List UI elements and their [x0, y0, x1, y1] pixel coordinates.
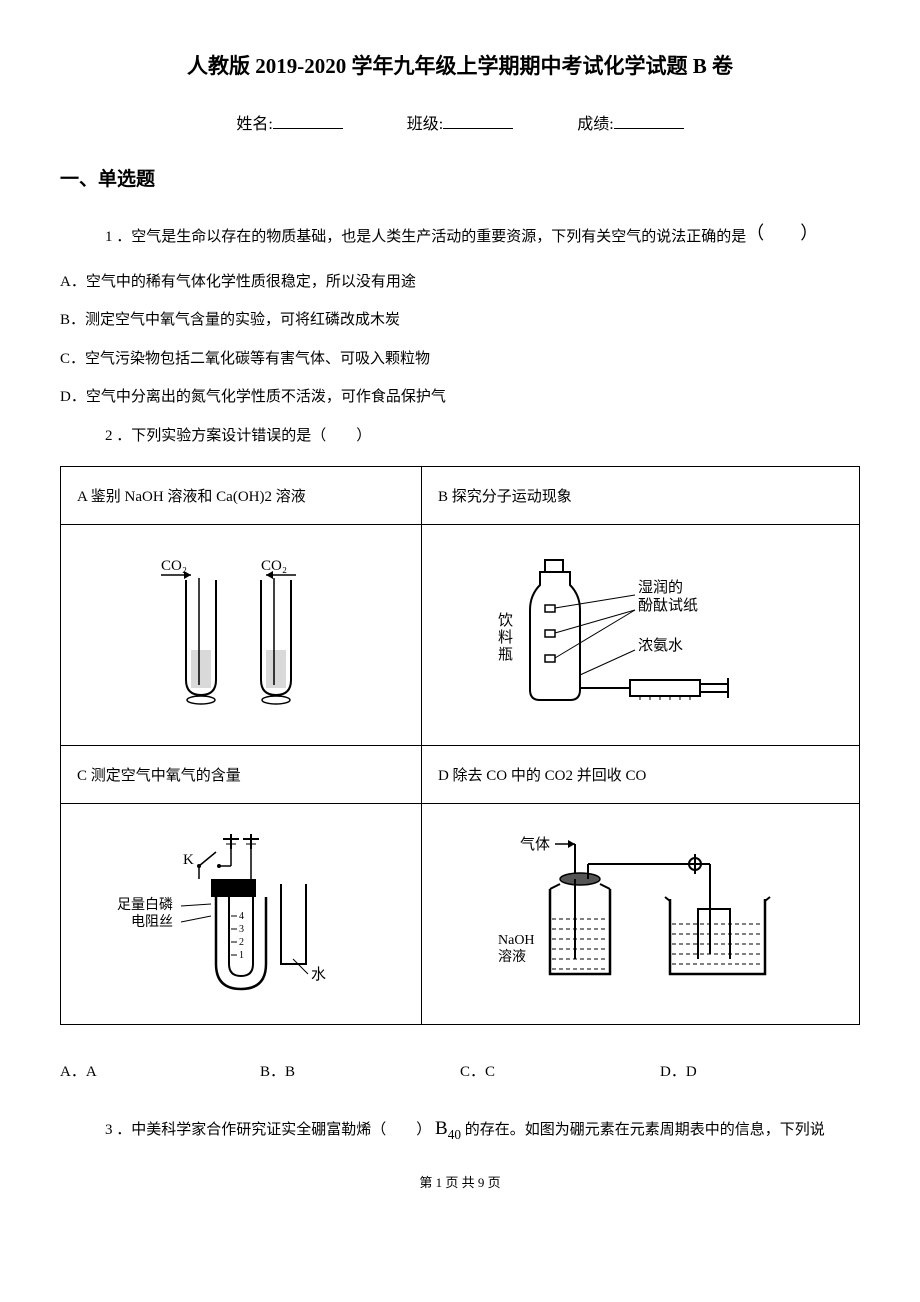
co2-label-left: CO₂ [161, 558, 187, 574]
name-label: 姓名: [236, 116, 272, 133]
cell-c-diagram: K 足量白磷 电阻丝 [61, 804, 422, 1025]
q3-stem-b: 的存在。如图为硼元素在元素周期表中的信息，下列说 [465, 1122, 825, 1138]
q3-stem: 3 ．中美科学家合作研究证实全硼富勒烯（ ） B40 的存在。如图为硼元素在元素… [60, 1111, 860, 1147]
class-blank[interactable] [443, 112, 513, 129]
svg-text:料: 料 [498, 629, 513, 646]
q1-choice-b: B．测定空气中氧气含量的实验，可将红磷改成木炭 [60, 306, 860, 335]
q1-choice-c: C．空气污染物包括二氧化碳等有害气体、可吸入颗粒物 [60, 345, 860, 374]
cell-c-label: C 测定空气中氧气的含量 [61, 746, 422, 804]
q1-choice-a: A．空气中的稀有气体化学性质很稳定，所以没有用途 [60, 268, 860, 297]
q1-stem-text: 1 ．空气是生命以存在的物质基础，也是人类生产活动的重要资源，下列有关空气的说法… [105, 229, 746, 245]
cell-d-diagram: 气体 [421, 804, 859, 1025]
page-title: 人教版 2019-2020 学年九年级上学期期中考试化学试题 B 卷 [60, 50, 860, 80]
q1-paren: （ ） [746, 223, 818, 243]
ammonia-label: 浓氨水 [638, 637, 683, 654]
class-label: 班级: [407, 116, 443, 133]
svg-text:湿润的: 湿润的 [638, 579, 683, 596]
info-line: 姓名: 班级: 成绩: [60, 110, 860, 134]
q2-opt-d: D．D [660, 1060, 860, 1081]
svg-text:3: 3 [239, 924, 244, 935]
score-blank[interactable] [614, 112, 684, 129]
cell-b-label: B 探究分子运动现象 [421, 467, 859, 525]
q2-options: A．A B．B C．C D．D [60, 1060, 860, 1081]
q2-opt-b: B．B [260, 1060, 460, 1081]
svg-text:1: 1 [239, 950, 244, 961]
experiment-table: A 鉴别 NaOH 溶液和 Ca(OH)2 溶液 B 探究分子运动现象 CO₂ … [60, 466, 860, 1025]
q1-choice-d: D．空气中分离出的氮气化学性质不活泼，可作食品保护气 [60, 383, 860, 412]
bottle-label: 饮 [498, 612, 513, 629]
k-label: K [183, 852, 194, 868]
phos-label: 足量白磷 [117, 897, 173, 913]
section-heading: 一、单选题 [60, 164, 860, 191]
wire-label: 电阻丝 [131, 914, 173, 930]
svg-text:瓶: 瓶 [498, 646, 513, 663]
q2-opt-a: A．A [60, 1060, 260, 1081]
co2-label-right: CO₂ [261, 558, 287, 574]
b40-symbol: B40 [435, 1118, 461, 1139]
q1-stem: 1 ．空气是生命以存在的物质基础，也是人类生产活动的重要资源，下列有关空气的说法… [60, 216, 860, 252]
naoh-label: NaOH [498, 933, 535, 948]
q2-opt-c: C．C [460, 1060, 660, 1081]
water-label: 水 [311, 966, 326, 983]
cell-d-label: D 除去 CO 中的 CO2 并回收 CO [421, 746, 859, 804]
svg-text:酚酞试纸: 酚酞试纸 [638, 597, 698, 614]
svg-text:溶液: 溶液 [498, 949, 526, 965]
cell-a-label: A 鉴别 NaOH 溶液和 Ca(OH)2 溶液 [61, 467, 422, 525]
svg-text:4: 4 [239, 911, 244, 922]
q2-stem: 2 ．下列实验方案设计错误的是（ ） [60, 422, 860, 451]
gas-label: 气体 [520, 836, 550, 853]
page-footer: 第 1 页 共 9 页 [60, 1172, 860, 1191]
cell-b-diagram: 饮 料 瓶 湿润的 酚酞试纸 浓氨水 [421, 525, 859, 746]
svg-text:2: 2 [239, 937, 244, 948]
cell-a-diagram: CO₂ CO₂ [61, 525, 422, 746]
name-blank[interactable] [273, 112, 343, 129]
score-label: 成绩: [577, 116, 613, 133]
q3-stem-a: 3 ．中美科学家合作研究证实全硼富勒烯（ ） [105, 1122, 431, 1138]
